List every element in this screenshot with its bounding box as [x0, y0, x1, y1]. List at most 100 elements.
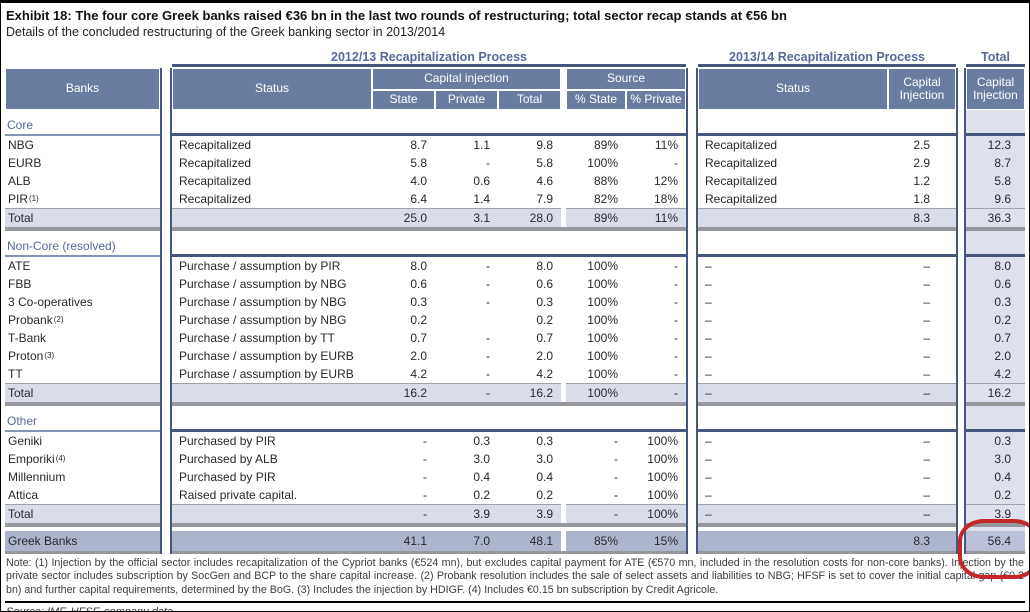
capital-injection-2013-14-value: –: [888, 383, 956, 402]
private-value: 3.9: [435, 504, 498, 523]
state-value: 41.1: [372, 531, 435, 551]
pct-state-value: 100%: [587, 349, 618, 363]
status-cell: Recapitalized: [179, 192, 252, 206]
section-top-rule: [172, 406, 686, 432]
pct-private-value: 100%: [647, 488, 678, 502]
capital-injection-total-value: 5.8: [966, 172, 1025, 190]
capital-injection-2013-14-value: 1.2: [913, 174, 930, 188]
pct-state-value: -: [614, 488, 618, 502]
col-header-banks: Banks: [6, 69, 159, 109]
total-value: 3.0: [536, 452, 553, 466]
capital-injection-2013-14-value: –: [923, 313, 930, 327]
capital-injection-2013-14-value: 2.5: [913, 138, 930, 152]
section-total-row: Total 25.0 3.1 28.0 89% 11% 8.3 36.3: [5, 207, 1025, 228]
private-value: 1.4: [473, 192, 490, 206]
private-value: 3.1: [435, 208, 498, 227]
table-row: Millennium Purchased by PIR - 0.4 0.4 - …: [5, 468, 1025, 486]
capital-injection-total-value: 4.2: [966, 365, 1025, 383]
status-2013-14-cell: Recapitalized: [705, 138, 778, 152]
table-row: 3 Co-operatives Purchase / assumption by…: [5, 293, 1025, 311]
capital-injection-2013-14-value: –: [923, 452, 930, 466]
private-value: -: [486, 156, 490, 170]
private-value: -: [486, 331, 490, 345]
capital-injection-total-value: 0.2: [966, 486, 1025, 504]
pct-state-value: 100%: [587, 367, 618, 381]
bank-name: Probank: [8, 313, 53, 327]
title-block: Exhibit 18: The four core Greek banks ra…: [5, 6, 1025, 40]
table-row: PIR (1) Recapitalized 6.4 1.4 7.9 82% 18%…: [5, 190, 1025, 208]
divider-segment: [966, 523, 1025, 527]
capital-injection-total-value: 9.6: [966, 190, 1025, 208]
pct-state-value: 100%: [566, 383, 626, 402]
table-row: T-Bank Purchase / assumption by TT 0.7 -…: [5, 329, 1025, 347]
table-row: EURB Recapitalized 5.8 - 5.8 100% - Reca…: [5, 154, 1025, 172]
private-value: 0.6: [473, 174, 490, 188]
private-value: -: [486, 349, 490, 363]
state-value: 4.0: [410, 174, 427, 188]
pct-private-value: -: [626, 383, 686, 402]
pct-private-value: -: [674, 313, 678, 327]
capital-injection-2013-14-value: –: [923, 349, 930, 363]
status-cell: Purchase / assumption by PIR: [179, 259, 341, 273]
total-value: 0.2: [536, 313, 553, 327]
divider-segment: [698, 523, 956, 527]
status-cell: Recapitalized: [179, 138, 252, 152]
state-value: 0.6: [410, 277, 427, 291]
exhibit-title: Exhibit 18: The four core Greek banks ra…: [6, 8, 787, 23]
divider-segment: [966, 551, 1025, 554]
status-cell: Recapitalized: [179, 156, 252, 170]
total-value: 0.3: [536, 434, 553, 448]
table-row: NBG Recapitalized 8.7 1.1 9.8 89% 11% Re…: [5, 136, 1025, 154]
status-2013-14-cell: –: [705, 349, 712, 363]
divider-segment: [5, 402, 160, 406]
status-2013-14-cell: –: [698, 503, 888, 524]
total-value: 8.0: [536, 259, 553, 273]
section-top-rule: [966, 110, 1025, 136]
capital-injection-total-value: 0.7: [966, 329, 1025, 347]
total-value: 0.2: [536, 488, 553, 502]
status-cell: Raised private capital.: [179, 488, 298, 502]
divider-segment: [5, 523, 160, 527]
status-2013-14-cell: –: [698, 382, 888, 403]
total-value: 0.3: [536, 295, 553, 309]
pct-state-value: 89%: [566, 208, 626, 227]
capital-injection-2013-14-value: –: [888, 504, 956, 523]
state-value: -: [372, 504, 435, 523]
section-total-row: Total - 3.9 3.9 - 100% – – 3.9: [5, 503, 1025, 524]
divider-segment: [5, 551, 160, 554]
bank-cell: T-Bank: [5, 329, 160, 347]
total-value: 0.6: [536, 277, 553, 291]
capital-injection-total-value: 3.9: [966, 504, 1025, 523]
section-divider: [5, 551, 1025, 554]
capital-injection-total-value: 2.0: [966, 347, 1025, 365]
group-bar-total: [966, 64, 1025, 67]
divider-segment: [5, 227, 160, 231]
table-row: Probank (2) Purchase / assumption by NBG …: [5, 311, 1025, 329]
pct-state-value: -: [614, 470, 618, 484]
status-2013-14-cell: –: [705, 331, 712, 345]
status-2013-14-cell: –: [705, 277, 712, 291]
col-header-private: Private: [436, 91, 497, 109]
table-row: Geniki Purchased by PIR - 0.3 0.3 - 100%…: [5, 432, 1025, 450]
section-label-row-non-core: Non-Core (resolved): [5, 231, 1025, 257]
section-label-row-core: Core: [5, 110, 1025, 136]
bank-cell: EURB: [5, 154, 160, 172]
state-value: 25.0: [372, 208, 435, 227]
section-divider: [5, 227, 1025, 231]
pct-private-value: -: [674, 277, 678, 291]
capital-injection-2013-14-value: –: [923, 277, 930, 291]
bank-name: Attica: [8, 488, 39, 502]
bank-cell: Millennium: [5, 468, 160, 486]
bank-name: TT: [8, 367, 23, 381]
section-label: Other: [5, 406, 160, 432]
pct-state-value: 100%: [587, 259, 618, 273]
col-header-state: State: [373, 91, 434, 109]
pct-state-value: 100%: [587, 295, 618, 309]
column-group-titles: 2012/13 Recapitalization Process 2013/14…: [5, 46, 1025, 67]
col-header-capital-injection-total: Capital Injection: [967, 69, 1024, 109]
capital-injection-2013-14-value: 2.9: [913, 156, 930, 170]
private-value: -: [435, 383, 498, 402]
divider-segment: [172, 227, 686, 231]
private-value: 1.1: [473, 138, 490, 152]
